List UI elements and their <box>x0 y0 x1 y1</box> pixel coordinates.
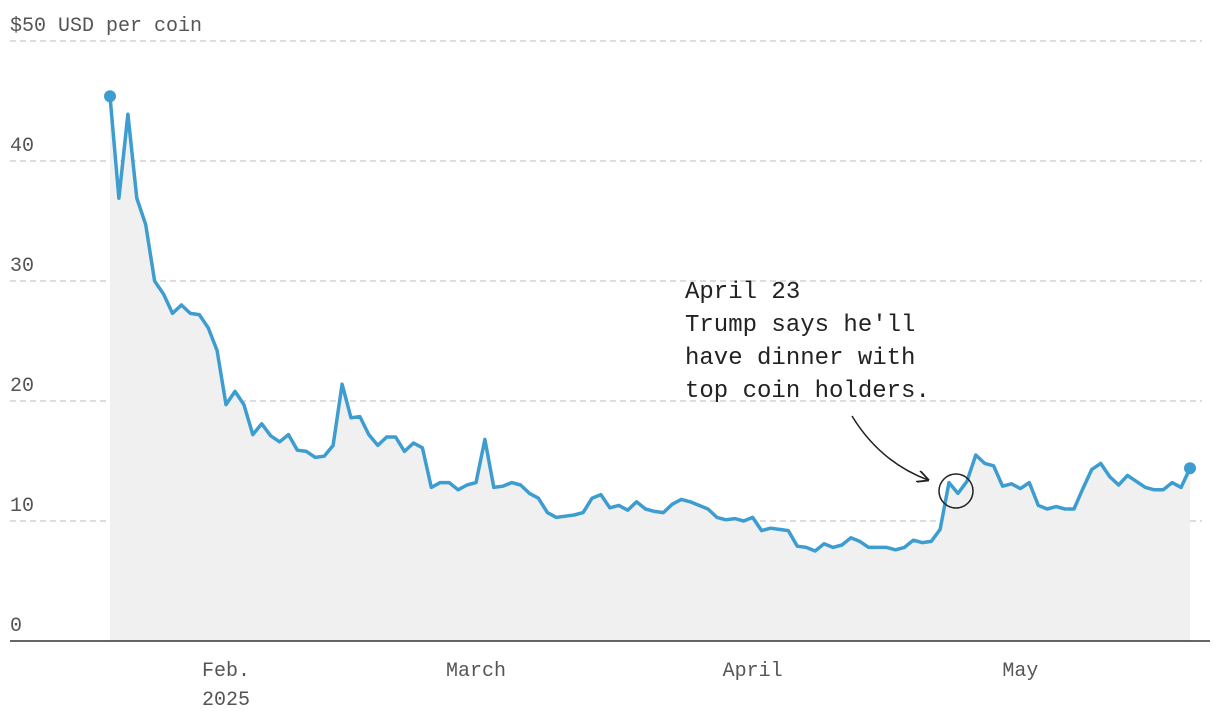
y-tick-label: 10 <box>10 495 34 518</box>
y-tick-label: 30 <box>10 255 34 278</box>
x-tick-year: 2025 <box>202 689 250 712</box>
annotation-circle <box>938 473 974 509</box>
area <box>110 96 1190 641</box>
annotation-arrow <box>851 415 928 480</box>
y-tick-label: $50 USD per coin <box>10 15 202 38</box>
end-dot <box>1184 462 1196 475</box>
x-tick-label: Feb. <box>202 660 250 683</box>
end-dot <box>104 90 116 103</box>
y-tick-label: 20 <box>10 375 34 398</box>
annotation-text: have dinner with <box>685 345 915 372</box>
x-tick-label: April <box>723 660 783 683</box>
annotation-text: top coin holders. <box>685 378 930 405</box>
annotation-text: April 23 <box>685 279 800 306</box>
y-tick-label: 0 <box>10 615 22 638</box>
annotation-text: Trump says he'll <box>685 312 915 339</box>
y-tick-label: 40 <box>10 135 34 158</box>
x-tick-label: May <box>1002 660 1038 683</box>
line <box>108 96 1192 553</box>
plot: 0 10 20 30 40 $50 USD per coin Feb. 2025 March Ap… <box>10 15 1210 712</box>
x-tick-label: March <box>446 660 506 683</box>
